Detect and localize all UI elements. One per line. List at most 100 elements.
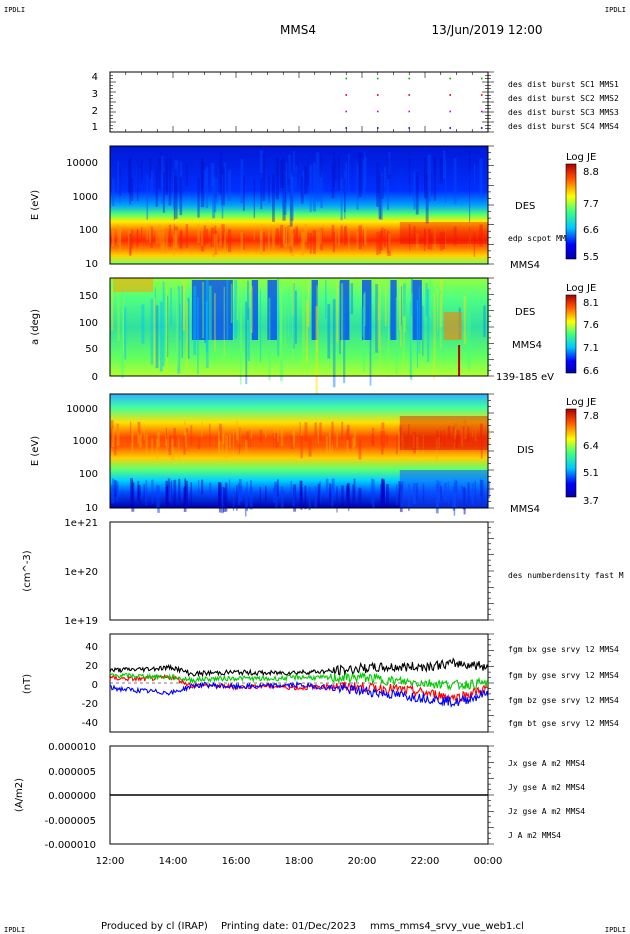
dis-energy-texture <box>157 431 160 448</box>
dis-energy-texture <box>400 423 403 443</box>
des-energy-texture <box>173 233 175 257</box>
density-frame <box>109 521 489 621</box>
dis-energy-texture <box>272 432 274 446</box>
des-energy-texture <box>335 231 337 246</box>
dis-energy-texture <box>110 420 114 437</box>
dis-energy-texture <box>237 430 241 444</box>
des-energy-texture <box>282 228 286 244</box>
des-energy-texture <box>240 158 244 204</box>
dis-energy-texture <box>462 426 465 438</box>
des-energy-texture <box>221 224 225 241</box>
dis-energy-texture <box>346 429 349 440</box>
des-energy-texture <box>284 165 287 203</box>
des-energy-texture <box>280 224 284 248</box>
current-legend-jx: Jx gse A m2 MMS4 <box>508 759 585 768</box>
dis-energy-texture <box>314 486 317 509</box>
des-pitch-texture <box>440 294 442 349</box>
dis-energy-texture <box>236 420 239 441</box>
burst-ytick-3: 3 <box>92 89 98 100</box>
des-energy-texture <box>302 170 305 194</box>
des-energy-texture <box>136 165 139 188</box>
des-pitch-texture <box>339 281 341 355</box>
des-pitch-texture <box>458 345 461 376</box>
des-pitch-texture <box>292 280 294 316</box>
dis-energy-texture <box>185 480 188 507</box>
des-energy-texture <box>117 161 120 191</box>
dis-energy-texture <box>116 481 119 502</box>
dis-energy-texture <box>272 487 276 503</box>
burst-point <box>449 77 451 80</box>
current-ytick-3: 0.000000 <box>48 791 96 802</box>
burst-point <box>345 127 348 129</box>
dis-energy-texture <box>167 435 170 449</box>
des-energy-texture <box>473 163 476 185</box>
dis-energy-texture <box>435 437 438 461</box>
dis-energy-texture <box>116 423 119 437</box>
dis-energy-texture <box>336 432 338 448</box>
des-energy-texture <box>214 233 218 255</box>
des-pitch-texture <box>179 304 181 341</box>
des-energy-texture <box>413 226 416 242</box>
des-energy-texture <box>293 150 295 173</box>
dis-energy-texture <box>381 422 385 438</box>
des-pitch-texture <box>279 302 283 381</box>
dis-energy-texture <box>382 427 384 442</box>
des-energy-texture <box>219 151 223 195</box>
burst-point <box>480 110 483 113</box>
dis-energy-texture <box>331 421 334 445</box>
des-pitch-texture <box>315 306 318 395</box>
des-pitch-texture <box>416 299 419 368</box>
des-energy-texture <box>283 228 287 248</box>
des-energy-texture <box>149 158 152 179</box>
dis-energy-texture <box>300 426 303 437</box>
des-pitch-texture <box>267 280 277 340</box>
dis-energy-texture <box>341 485 344 506</box>
dis-energy-texture <box>143 484 145 499</box>
des-energy-texture <box>223 230 226 254</box>
des-pitch-texture <box>403 280 407 332</box>
density-ylabel: (cm^-3) <box>22 550 33 591</box>
dis-energy-texture <box>138 485 141 506</box>
des-pitch-texture <box>164 292 166 361</box>
des-energy-texture <box>423 228 426 252</box>
des-pitch-texture <box>305 300 309 363</box>
panel-des-energy: 10000 1000 100 10 E (eV) DES edp scpot M… <box>30 145 599 271</box>
des-energy-texture <box>260 224 263 241</box>
des-energy-texture <box>289 179 293 227</box>
des-energy-texture <box>423 167 426 190</box>
burst-ytick-2: 2 <box>92 106 98 117</box>
des-energy-texture <box>180 230 183 249</box>
des-energy-spectrogram <box>110 146 488 264</box>
des-energy-ytick-10: 10 <box>85 259 98 270</box>
dis-energy-texture <box>236 485 238 511</box>
burst-point <box>345 77 348 80</box>
dis-energy-colorbar-title: Log JE <box>566 397 596 408</box>
des-pitch-texture <box>117 278 120 341</box>
dis-energy-texture <box>232 487 235 511</box>
des-energy-texture <box>386 178 390 210</box>
des-pitch-texture <box>177 286 181 374</box>
des-energy-texture <box>358 225 362 250</box>
des-energy-texture <box>307 232 309 249</box>
panel-dis-energy: 10000 1000 100 10 E (eV) DIS MMS4 Log JE… <box>30 393 599 517</box>
bfield-legend-bx: fgm bx gse srvy l2 MMS4 <box>508 645 619 654</box>
des-energy-texture <box>140 227 143 243</box>
dis-energy-texture <box>183 435 186 455</box>
burst-ytick-1: 1 <box>92 122 98 133</box>
dis-energy-texture <box>479 423 483 438</box>
des-energy-texture <box>200 229 204 246</box>
des-energy-texture <box>161 226 164 250</box>
des-energy-texture <box>174 168 178 192</box>
dis-energy-texture <box>352 484 354 507</box>
burst-point <box>449 94 451 96</box>
des-energy-texture <box>260 178 263 210</box>
dis-energy-texture <box>290 435 294 450</box>
des-energy-texture <box>290 225 293 247</box>
corner-label-bottom-left: IPDLI <box>4 926 25 934</box>
dis-energy-label: DIS <box>517 445 534 456</box>
des-pitch-texture <box>111 289 114 331</box>
des-energy-texture <box>282 173 286 221</box>
des-pitch-ytick-100: 100 <box>79 318 98 329</box>
dis-energy-texture <box>353 429 357 447</box>
dis-energy-texture <box>143 423 146 441</box>
